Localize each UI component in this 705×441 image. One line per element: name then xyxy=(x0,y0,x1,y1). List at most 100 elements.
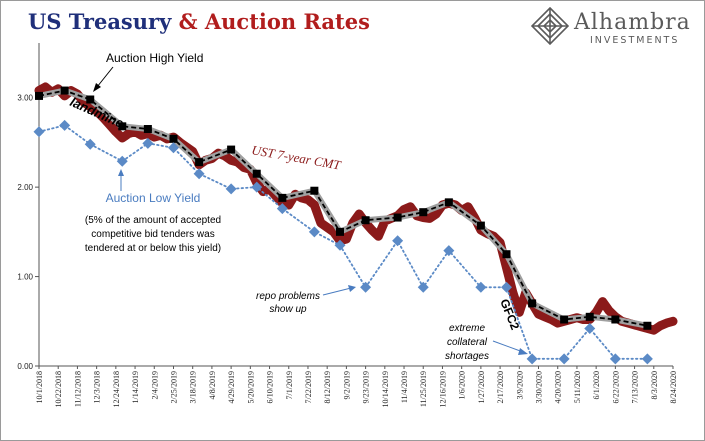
x-tick-label: 4/8/2019 xyxy=(208,371,217,399)
y-tick-label: 2.00 xyxy=(17,183,33,192)
low-yield-point xyxy=(526,353,538,365)
brand-name: Alhambra xyxy=(574,10,691,35)
high-yield-point xyxy=(143,125,152,134)
low-yield-point xyxy=(443,245,455,257)
series-shadow-high-yield xyxy=(38,87,648,329)
x-tick-label: 4/20/2020 xyxy=(554,371,563,403)
x-tick-label: 2/4/2019 xyxy=(150,371,159,399)
high-yield-point xyxy=(227,145,236,154)
x-tick-label: 1/14/2019 xyxy=(131,371,140,403)
x-tick-label: 8/24/2020 xyxy=(669,371,678,403)
x-tick-label: 6/1/2020 xyxy=(592,371,601,399)
x-tick-label: 10/1/2018 xyxy=(35,371,44,403)
x-tick-label: 7/1/2019 xyxy=(285,371,294,399)
annotation-high-yield: Auction High Yield xyxy=(106,51,203,65)
brand-sub: INVESTMENTS xyxy=(590,35,680,46)
brand-logo-icon xyxy=(531,7,569,45)
x-tick-label: 6/22/2020 xyxy=(611,371,620,403)
x-tick-label: 3/9/2020 xyxy=(515,371,524,399)
annotation-arrowhead-high-yield xyxy=(93,83,101,92)
x-tick-label: 5/11/2020 xyxy=(573,371,582,403)
high-yield-point xyxy=(169,134,178,143)
annotation-low-yield: Auction Low Yield xyxy=(106,191,201,205)
low-yield-point xyxy=(251,181,263,193)
title-part1: US Treasury xyxy=(28,9,172,34)
y-tick-label: 1.00 xyxy=(17,273,33,282)
x-tick-label: 5/20/2019 xyxy=(246,371,255,403)
high-yield-point xyxy=(476,221,485,230)
x-tick-label: 11/12/2018 xyxy=(73,371,82,407)
low-yield-point xyxy=(417,281,429,293)
title-part2: & Auction Rates xyxy=(178,9,370,34)
x-tick-label: 6/10/2019 xyxy=(266,371,275,403)
annotation-low-desc-1: (5% of the amount of accepted xyxy=(85,215,221,226)
x-tick-label: 12/16/2019 xyxy=(438,371,447,407)
annotation-repo-1: repo problems xyxy=(256,291,320,302)
y-tick-label: 0.00 xyxy=(17,362,33,371)
high-yield-point xyxy=(310,186,319,195)
x-tick-label: 4/29/2019 xyxy=(227,371,236,403)
x-tick-label: 3/18/2019 xyxy=(189,371,198,403)
low-yield-point xyxy=(584,322,596,334)
high-yield-point xyxy=(195,158,204,167)
annotation-arrowhead-extreme xyxy=(518,348,528,355)
annotation-cmt: UST 7-year CMT xyxy=(250,142,342,173)
low-yield-point xyxy=(558,353,570,365)
x-tick-label: 9/2/2019 xyxy=(342,371,351,399)
low-yield-point xyxy=(475,281,487,293)
low-yield-point xyxy=(500,281,512,293)
x-tick-label: 7/22/2019 xyxy=(304,371,313,403)
y-tick-label: 3.00 xyxy=(17,94,33,103)
high-yield-point xyxy=(502,250,511,259)
low-yield-point xyxy=(167,142,179,154)
high-yield-point xyxy=(560,315,569,324)
annotation-extreme-1: extreme xyxy=(449,323,486,334)
high-yield-point xyxy=(60,86,69,95)
low-yield-point xyxy=(334,239,346,251)
annotation-extreme-2: collateral xyxy=(447,337,488,348)
annotation-low-desc-3: tendered at or below this yield) xyxy=(85,243,221,254)
low-yield-point xyxy=(193,168,205,180)
high-yield-point xyxy=(361,216,370,225)
high-yield-point xyxy=(278,193,287,202)
annotation-arrow-repo xyxy=(322,287,352,296)
low-yield-point xyxy=(360,281,372,293)
annotation-arrowhead-low-yield xyxy=(118,169,124,176)
annotation-landmine: landmine xyxy=(68,94,126,131)
low-yield-point xyxy=(276,203,288,215)
low-yield-point xyxy=(33,126,45,138)
annotation-repo-2: show up xyxy=(269,304,307,315)
low-yield-point xyxy=(392,235,404,247)
x-tick-label: 2/17/2020 xyxy=(496,371,505,403)
x-tick-label: 3/30/2020 xyxy=(535,371,544,403)
annotation-extreme-3: shortages xyxy=(445,351,489,362)
high-yield-point xyxy=(393,213,402,222)
x-tick-label: 8/12/2019 xyxy=(323,371,332,403)
x-tick-label: 2/25/2019 xyxy=(169,371,178,403)
low-yield-point xyxy=(225,183,237,195)
high-yield-point xyxy=(86,95,95,104)
low-yield-point xyxy=(84,138,96,150)
x-tick-label: 1/6/2020 xyxy=(458,371,467,399)
x-tick-label: 11/4/2019 xyxy=(400,371,409,403)
low-yield-point xyxy=(308,226,320,238)
high-yield-point xyxy=(643,321,652,330)
x-tick-label: 1/27/2020 xyxy=(477,371,486,403)
x-tick-label: 12/3/2018 xyxy=(93,371,102,403)
high-yield-point xyxy=(585,312,594,321)
annotation-low-desc-2: competitive bid tenders was xyxy=(91,229,214,240)
series-line-cmt xyxy=(34,82,678,335)
low-yield-point xyxy=(142,137,154,149)
low-yield-point xyxy=(609,353,621,365)
x-tick-label: 10/22/2018 xyxy=(54,371,63,407)
annotation-arrow-extreme xyxy=(492,340,524,353)
high-yield-point xyxy=(611,315,620,324)
low-yield-point xyxy=(641,353,653,365)
x-tick-label: 10/14/2019 xyxy=(381,371,390,407)
x-tick-label: 9/23/2019 xyxy=(362,371,371,403)
high-yield-point xyxy=(252,169,261,178)
low-yield-point xyxy=(116,155,128,167)
high-yield-point xyxy=(335,227,344,236)
